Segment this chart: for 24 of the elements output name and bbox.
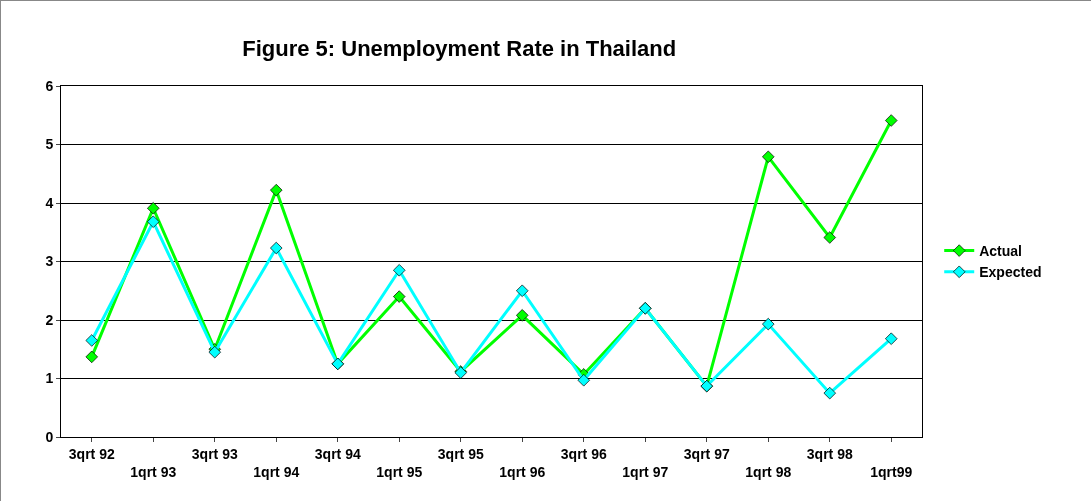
legend-label: Expected bbox=[979, 264, 1042, 281]
x-tick-label: 1qrt 93 bbox=[130, 464, 177, 480]
x-tick-label: 1qrt 95 bbox=[376, 464, 423, 480]
y-tick-label: 6 bbox=[45, 77, 54, 94]
x-tick-label: 3qrt 94 bbox=[314, 445, 361, 462]
x-tick-label: 3qrt 98 bbox=[806, 445, 853, 462]
y-tick-label: 5 bbox=[45, 136, 54, 153]
y-tick-label: 3 bbox=[45, 253, 54, 270]
x-tick-label: 1qrt 96 bbox=[499, 464, 546, 480]
x-tick-label: 1qrt 98 bbox=[745, 464, 792, 480]
x-tick-label: 3qrt 97 bbox=[683, 445, 730, 462]
chart-title: Figure 5: Unemployment Rate in Thailand bbox=[242, 36, 677, 62]
y-tick-label: 1 bbox=[45, 370, 54, 387]
y-tick-label: 4 bbox=[45, 194, 54, 211]
x-tick-label: 3qrt 92 bbox=[68, 445, 115, 462]
x-tick-label: 3qrt 93 bbox=[191, 445, 238, 462]
x-tick-label: 1qrt 97 bbox=[622, 464, 669, 480]
y-tick-label: 2 bbox=[45, 311, 54, 328]
x-tick-label: 1qrt 94 bbox=[253, 464, 300, 480]
x-tick-label: 1qrt99 bbox=[870, 464, 913, 480]
x-tick-label: 3qrt 96 bbox=[560, 445, 607, 462]
y-tick-label: 0 bbox=[45, 428, 54, 445]
legend-label: Actual bbox=[979, 243, 1023, 260]
x-tick-label: 3qrt 95 bbox=[437, 445, 484, 462]
